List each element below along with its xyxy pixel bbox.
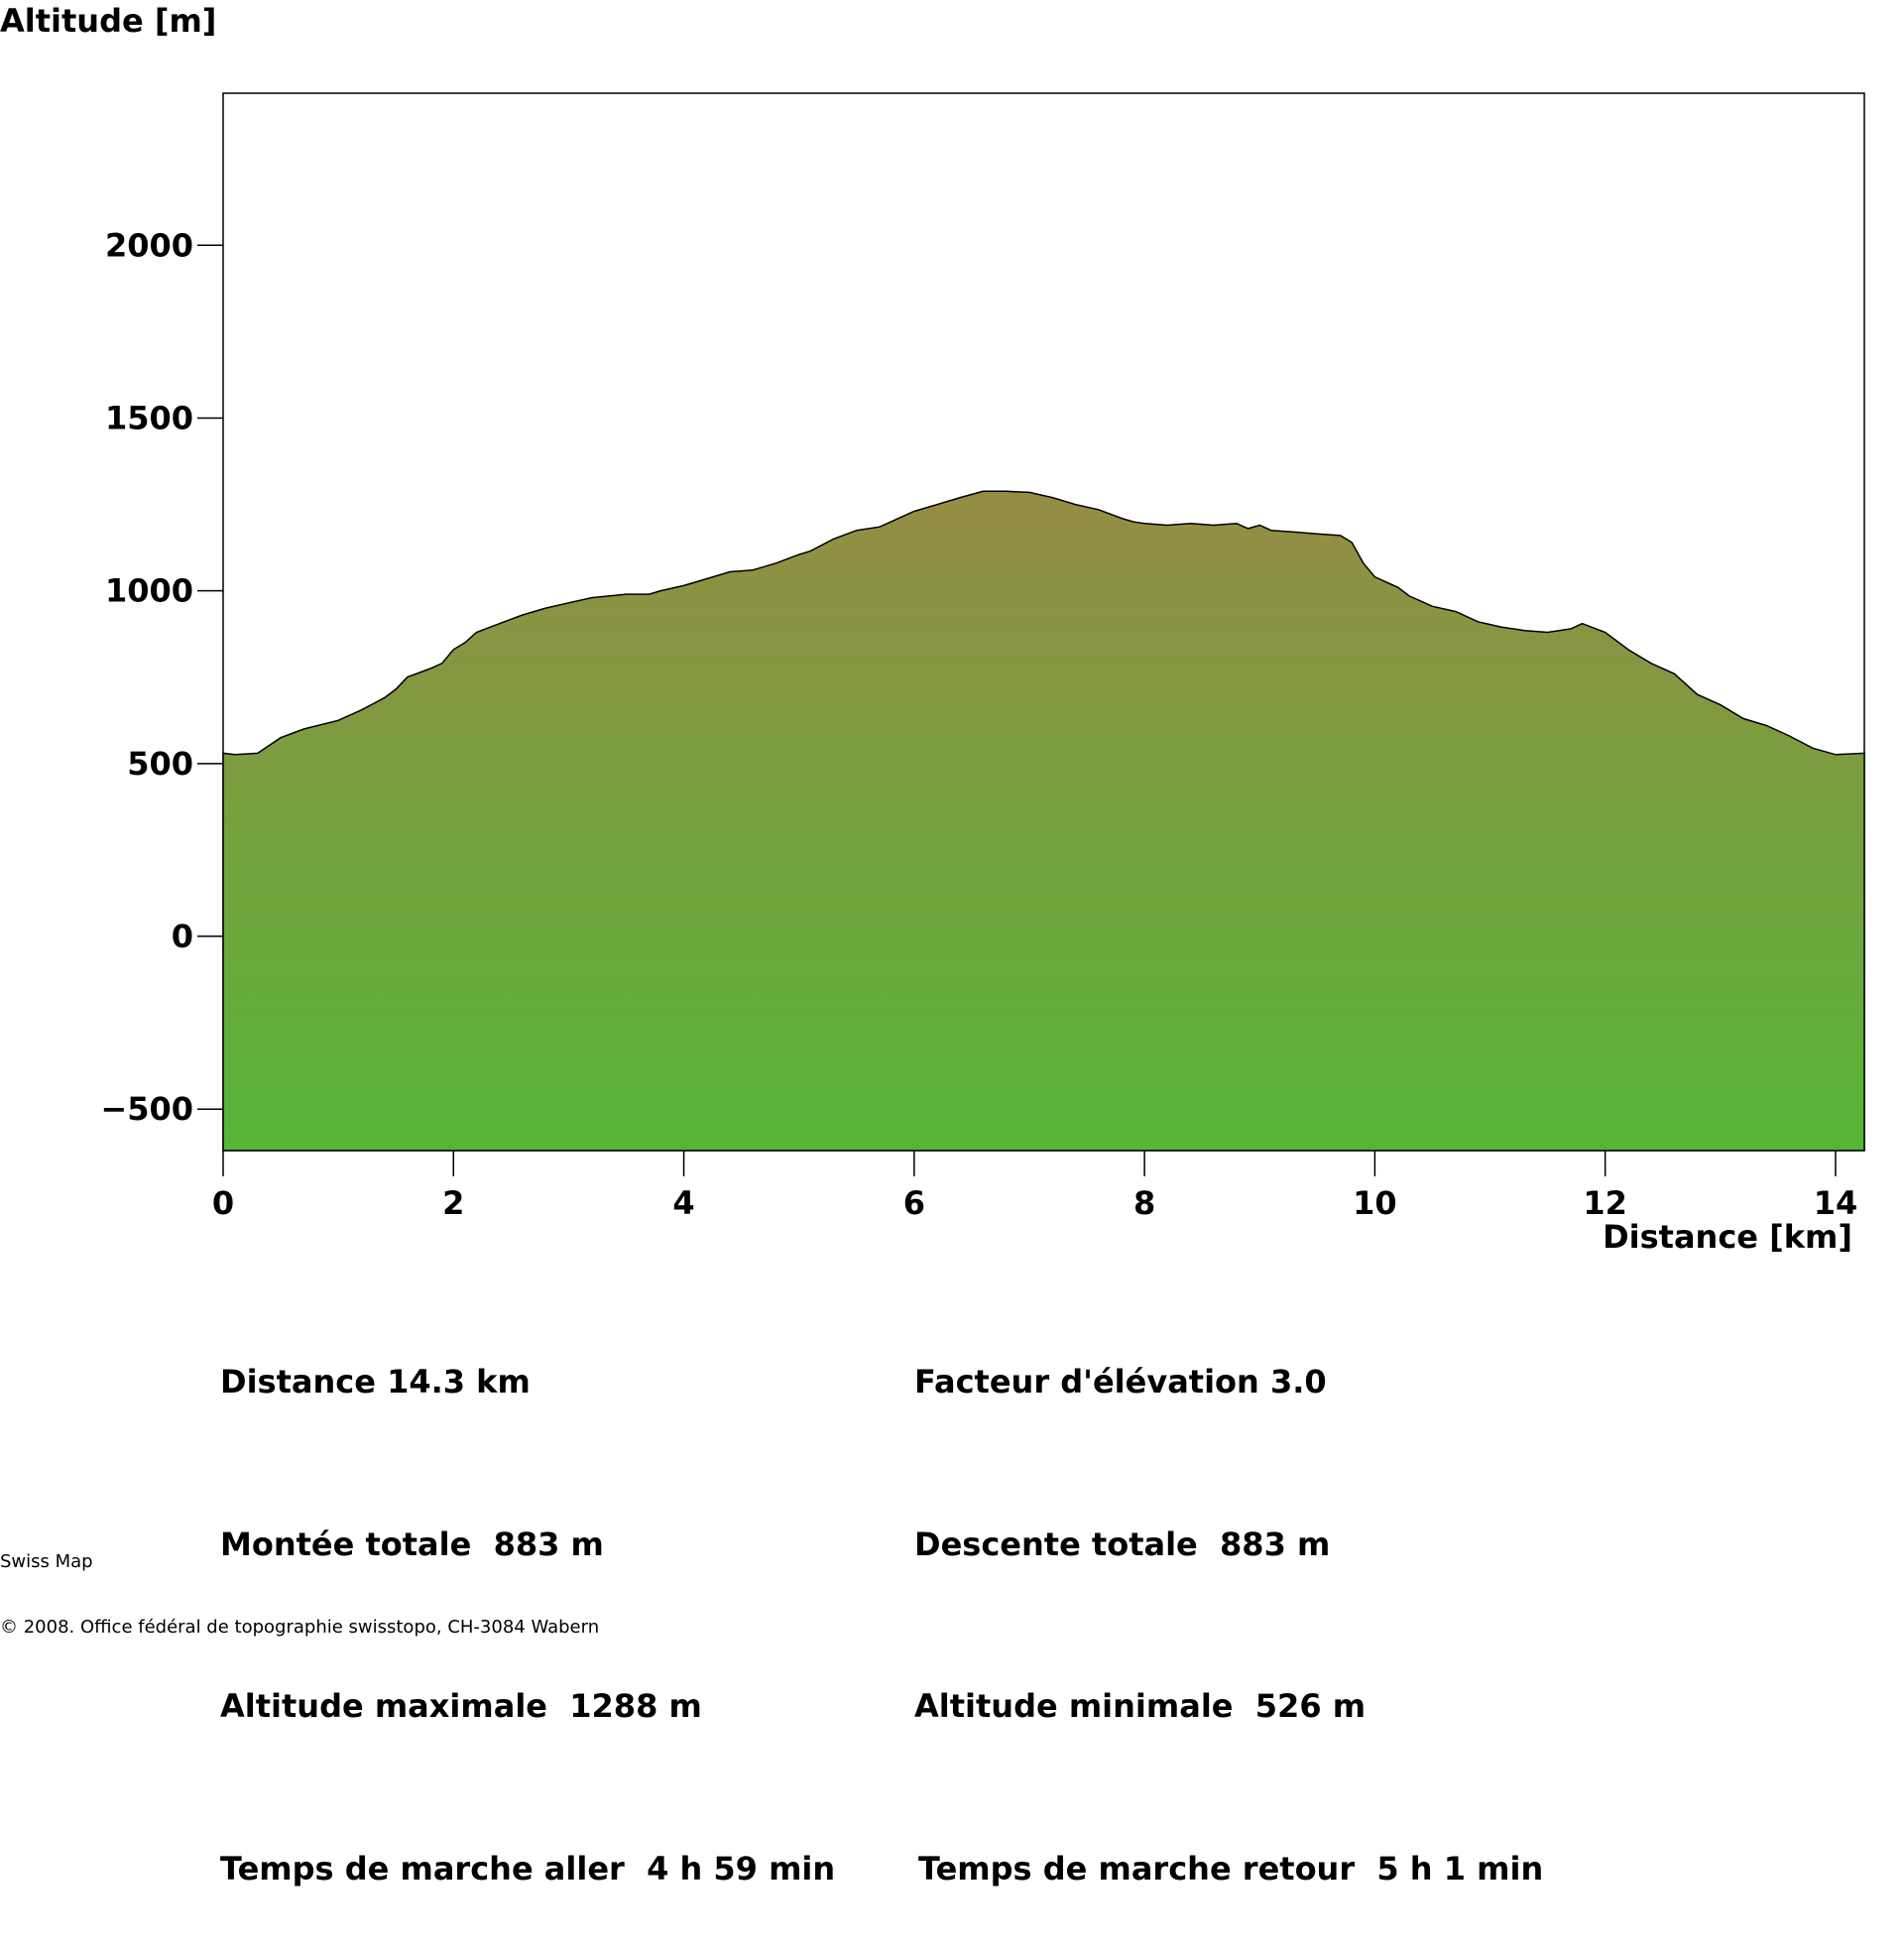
stats-right-column: Facteur d'élévation 3.0 Descente totale … xyxy=(914,1247,1543,1950)
y-tick-label: −500 xyxy=(100,1090,193,1128)
elevation-area xyxy=(222,490,1865,1152)
y-tick-label: 0 xyxy=(172,917,193,955)
x-tick-label: 4 xyxy=(672,1184,694,1222)
footer-copyright: © 2008. Office fédéral de topographie sw… xyxy=(0,1617,600,1638)
footer-source: Swiss Map xyxy=(0,1551,93,1572)
y-tick-label: 500 xyxy=(127,745,193,783)
stat-max-altitude: Altitude maximale 1288 m xyxy=(220,1687,702,1725)
footer: Swiss Map © 2008. Office fédéral de topo… xyxy=(0,1508,599,1660)
x-axis-label: Distance [km] xyxy=(1603,1218,1852,1256)
x-tick-label: 14 xyxy=(1814,1184,1858,1222)
stat-elevation-factor: Facteur d'élévation 3.0 xyxy=(914,1363,1327,1401)
x-tick-label: 0 xyxy=(212,1184,234,1222)
x-tick-label: 2 xyxy=(442,1184,464,1222)
x-tick-label: 8 xyxy=(1133,1184,1155,1222)
y-axis-ticks: −500 0 500 1000 1500 2000 xyxy=(100,226,223,1128)
y-tick-label: 1500 xyxy=(105,399,193,436)
y-tick-label: 1000 xyxy=(105,572,193,610)
y-tick-label: 2000 xyxy=(105,226,193,264)
y-axis-label: Altitude [m] xyxy=(0,2,216,40)
x-tick-label: 6 xyxy=(903,1184,925,1222)
stat-walk-time-outbound: Temps de marche aller 4 h 59 min xyxy=(220,1849,836,1888)
stat-walk-time-return: Temps de marche retour 5 h 1 min xyxy=(918,1849,1544,1888)
stat-min-altitude: Altitude minimale 526 m xyxy=(914,1687,1367,1725)
stat-total-descent: Descente totale 883 m xyxy=(914,1524,1331,1563)
x-axis-ticks: 0 2 4 6 8 10 12 14 xyxy=(212,1151,1857,1222)
x-tick-label: 12 xyxy=(1583,1184,1627,1222)
stat-total-ascent: Montée totale 883 m xyxy=(220,1524,604,1563)
x-tick-label: 10 xyxy=(1353,1184,1397,1222)
stat-distance: Distance 14.3 km xyxy=(220,1363,531,1401)
elevation-profile-chart: Altitude [m] −500 0 500 1000 1500 2000 0 2 4 6 8 1… xyxy=(0,2,1865,1256)
